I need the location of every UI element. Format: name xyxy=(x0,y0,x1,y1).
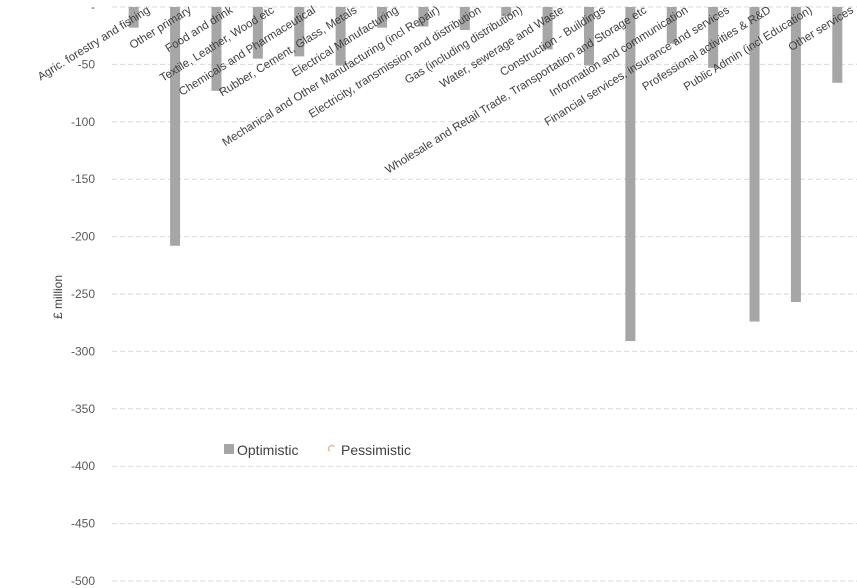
bar-optimistic xyxy=(335,7,346,66)
legend-label-pessimistic: Pessimistic xyxy=(341,442,411,458)
y-tick-label: -350 xyxy=(71,402,95,416)
bar-optimistic xyxy=(128,7,139,28)
optimistic-series xyxy=(128,7,843,342)
y-axis-tick-labels: - -50 -100 -150 -200 -250 -300 -350 -400 -450 -500 xyxy=(71,0,95,588)
bar-optimistic xyxy=(832,7,843,83)
y-tick-label: -200 xyxy=(71,230,95,244)
y-tick-label: -50 xyxy=(78,57,96,71)
y-tick-label: -500 xyxy=(71,574,95,588)
y-tick-label: -250 xyxy=(71,287,95,301)
y-tick-label: -100 xyxy=(71,115,95,129)
bar-optimistic xyxy=(211,7,222,91)
bar-optimistic xyxy=(377,7,388,28)
bar-optimistic xyxy=(459,7,470,30)
bar-optimistic xyxy=(418,7,429,27)
y-tick-label: -150 xyxy=(71,172,95,186)
legend: Optimistic Pessimistic xyxy=(224,442,411,458)
bar-optimistic xyxy=(170,7,181,246)
bar-optimistic xyxy=(252,7,263,59)
y-tick-label: - xyxy=(91,0,95,14)
legend-swatch-pessimistic xyxy=(327,444,335,452)
bar-optimistic xyxy=(708,7,719,68)
legend-swatch-optimistic xyxy=(224,444,234,454)
y-tick-label: -450 xyxy=(71,517,95,531)
bar-optimistic xyxy=(583,7,594,66)
bar-optimistic xyxy=(294,7,305,57)
bar-optimistic xyxy=(790,7,801,303)
bar-optimistic xyxy=(625,7,636,342)
gridlines xyxy=(112,6,857,582)
y-axis-label: £ million xyxy=(51,275,65,319)
bar-optimistic xyxy=(542,7,553,50)
y-tick-label: -400 xyxy=(71,459,95,473)
y-tick-label: -300 xyxy=(71,344,95,358)
bar-optimistic xyxy=(666,7,677,44)
bar-optimistic xyxy=(501,7,512,17)
legend-label-optimistic: Optimistic xyxy=(237,442,298,458)
bar-optimistic xyxy=(749,7,760,322)
